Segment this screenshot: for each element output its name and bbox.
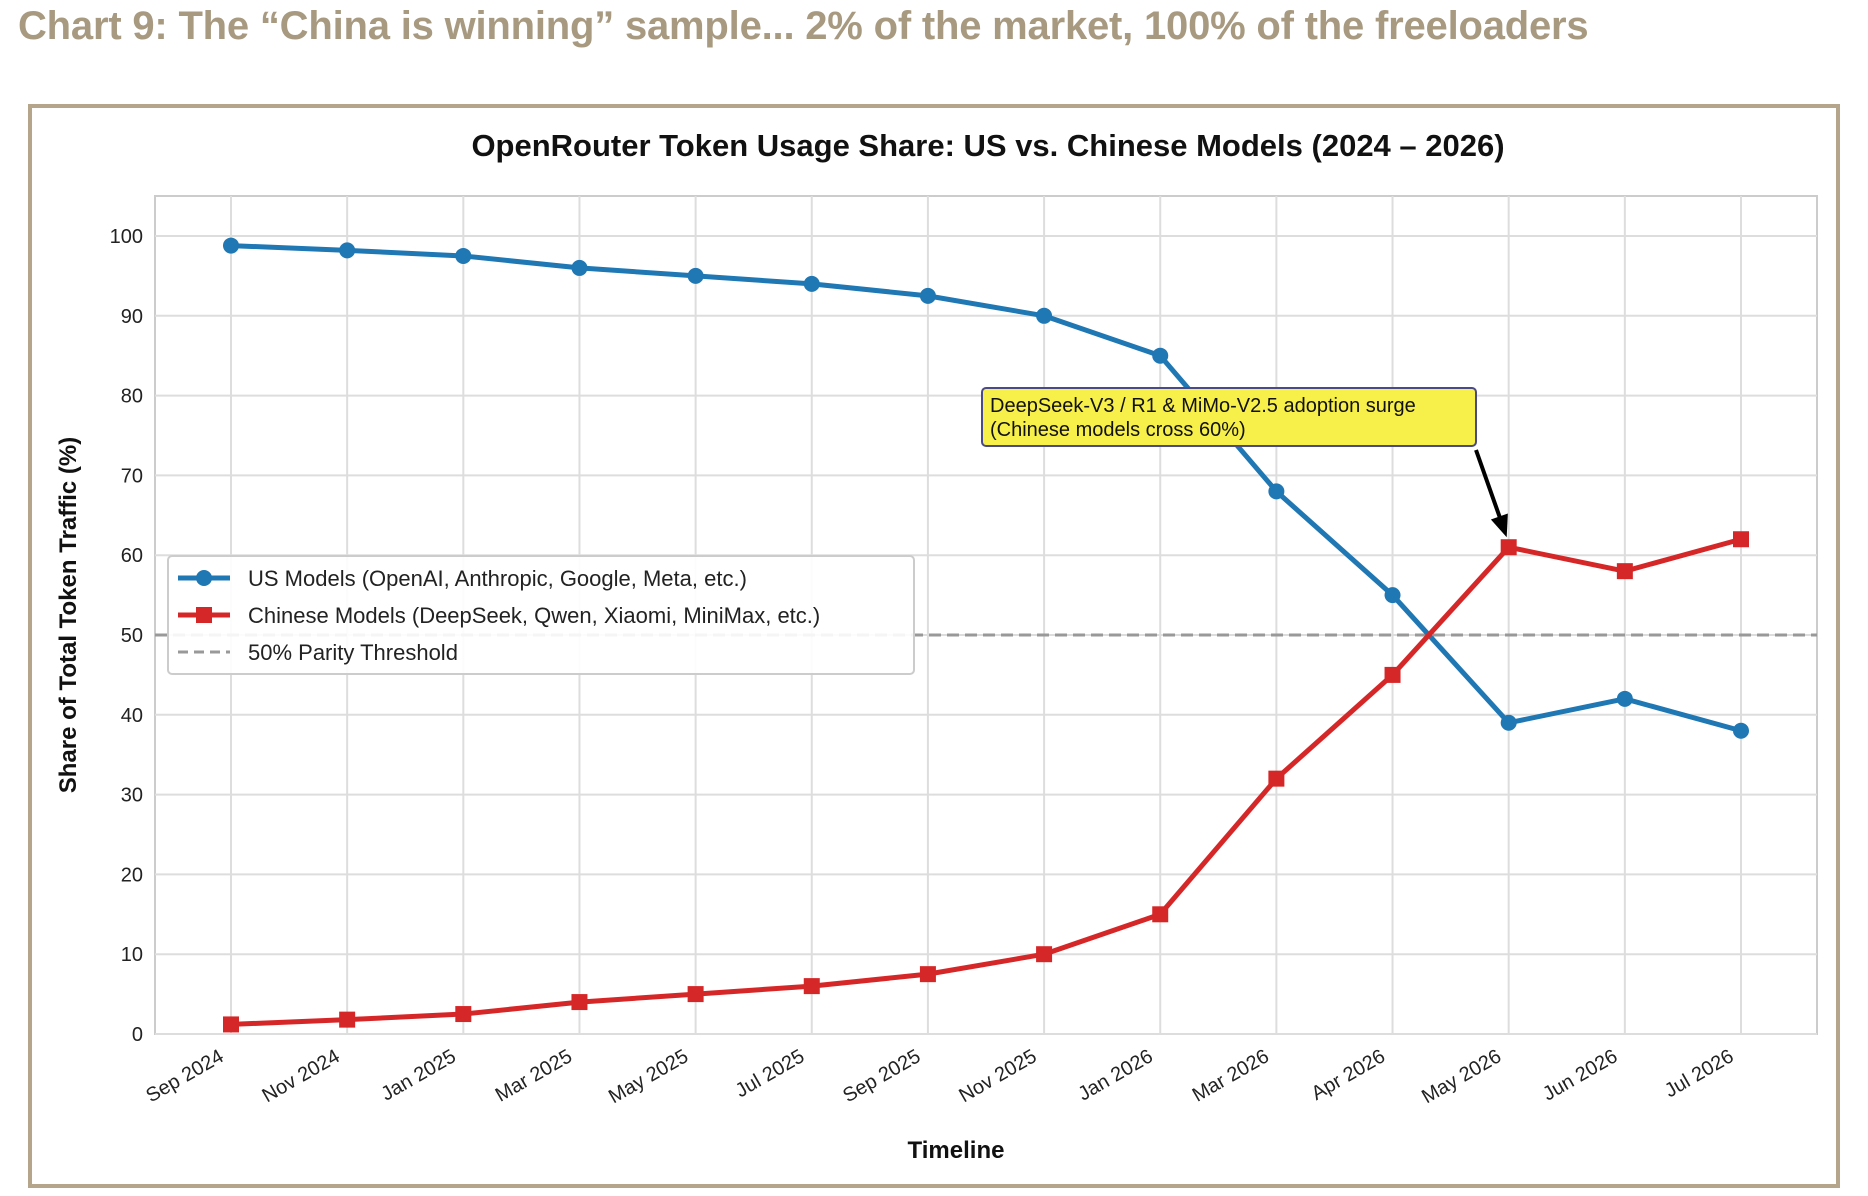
- us-models-point: [1616, 690, 1633, 707]
- x-tick-label: Sep 2025: [839, 1045, 924, 1107]
- y-tick-label: 50: [121, 625, 143, 647]
- annotation-text: DeepSeek-V3 / R1 & MiMo-V2.5 adoption su…: [990, 395, 1416, 417]
- x-axis-label: Timeline: [908, 1137, 1005, 1164]
- us-models-point: [1384, 587, 1401, 604]
- legend-marker-square: [196, 607, 212, 623]
- y-tick-label: 60: [121, 545, 143, 567]
- us-models-point: [1268, 483, 1285, 500]
- y-axis-label: Share of Total Token Traffic (%): [55, 437, 82, 793]
- x-tick-label: Nov 2025: [955, 1045, 1040, 1107]
- x-tick-label: Mar 2025: [492, 1045, 576, 1106]
- chinese-models-point: [1500, 539, 1517, 556]
- chinese-models-point: [803, 978, 820, 995]
- legend-label: US Models (OpenAI, Anthropic, Google, Me…: [248, 566, 747, 591]
- x-tick-label: May 2026: [1418, 1045, 1505, 1108]
- chinese-models-point: [571, 994, 588, 1011]
- us-models-point: [339, 242, 356, 259]
- us-models-point: [1733, 722, 1749, 739]
- chinese-models-point: [339, 1011, 356, 1028]
- us-models-point: [571, 259, 588, 276]
- y-tick-label: 70: [121, 465, 143, 487]
- x-tick-label: Jan 2026: [1074, 1045, 1156, 1105]
- us-models-point: [803, 275, 820, 292]
- x-tick-label: Jun 2026: [1539, 1045, 1621, 1105]
- x-tick-label: May 2025: [605, 1045, 692, 1108]
- x-tick-label: Jul 2025: [732, 1045, 808, 1102]
- chinese-models-point: [1733, 531, 1749, 548]
- chinese-models-point: [919, 966, 936, 983]
- x-tick-label: Nov 2024: [259, 1045, 344, 1107]
- chinese-models-point: [687, 986, 704, 1003]
- x-tick-label: Jan 2025: [378, 1045, 460, 1105]
- chinese-models-point: [455, 1006, 472, 1023]
- chinese-models-point: [1036, 946, 1053, 963]
- x-tick-label: Apr 2026: [1308, 1045, 1389, 1105]
- y-tick-label: 30: [121, 785, 143, 807]
- x-tick-label: Sep 2024: [142, 1045, 227, 1107]
- y-tick-label: 10: [121, 944, 143, 966]
- x-tick-label: Mar 2026: [1189, 1045, 1273, 1106]
- legend-box: [167, 555, 915, 675]
- us-models-point: [223, 237, 239, 254]
- y-tick-label: 100: [110, 226, 143, 248]
- us-models-point: [687, 267, 704, 284]
- chinese-models-line: [230, 536, 1742, 1027]
- x-tick-label: Jul 2026: [1661, 1045, 1737, 1102]
- y-tick-label: 20: [121, 864, 143, 886]
- us-models-point: [1152, 347, 1169, 364]
- chinese-models-point: [1152, 906, 1169, 923]
- chinese-models-point: [1616, 563, 1633, 580]
- annotation-box: [981, 387, 1477, 447]
- us-models-point: [919, 287, 936, 304]
- us-models-point: [1500, 714, 1517, 731]
- chart-title: OpenRouter Token Usage Share: US vs. Chi…: [471, 128, 1504, 163]
- legend-label: Chinese Models (DeepSeek, Qwen, Xiaomi, …: [248, 603, 820, 628]
- y-tick-label: 40: [121, 705, 143, 727]
- us-models-line: [230, 243, 1742, 734]
- y-tick-label: 80: [121, 386, 143, 408]
- y-tick-label: 90: [121, 306, 143, 328]
- annotation-text: (Chinese models cross 60%): [990, 419, 1246, 441]
- legend-marker-circle: [196, 570, 212, 586]
- y-tick-label: 0: [132, 1024, 143, 1046]
- chinese-models-point: [1384, 666, 1401, 683]
- chinese-models-point: [1268, 770, 1285, 787]
- legend-label: 50% Parity Threshold: [248, 640, 458, 665]
- us-models-point: [1036, 307, 1053, 324]
- chinese-models-point: [223, 1016, 239, 1033]
- annotation-arrow-head: [1490, 513, 1508, 538]
- page-header-title: Chart 9: The “China is winning” sample..…: [18, 4, 1589, 48]
- us-models-point: [455, 247, 472, 264]
